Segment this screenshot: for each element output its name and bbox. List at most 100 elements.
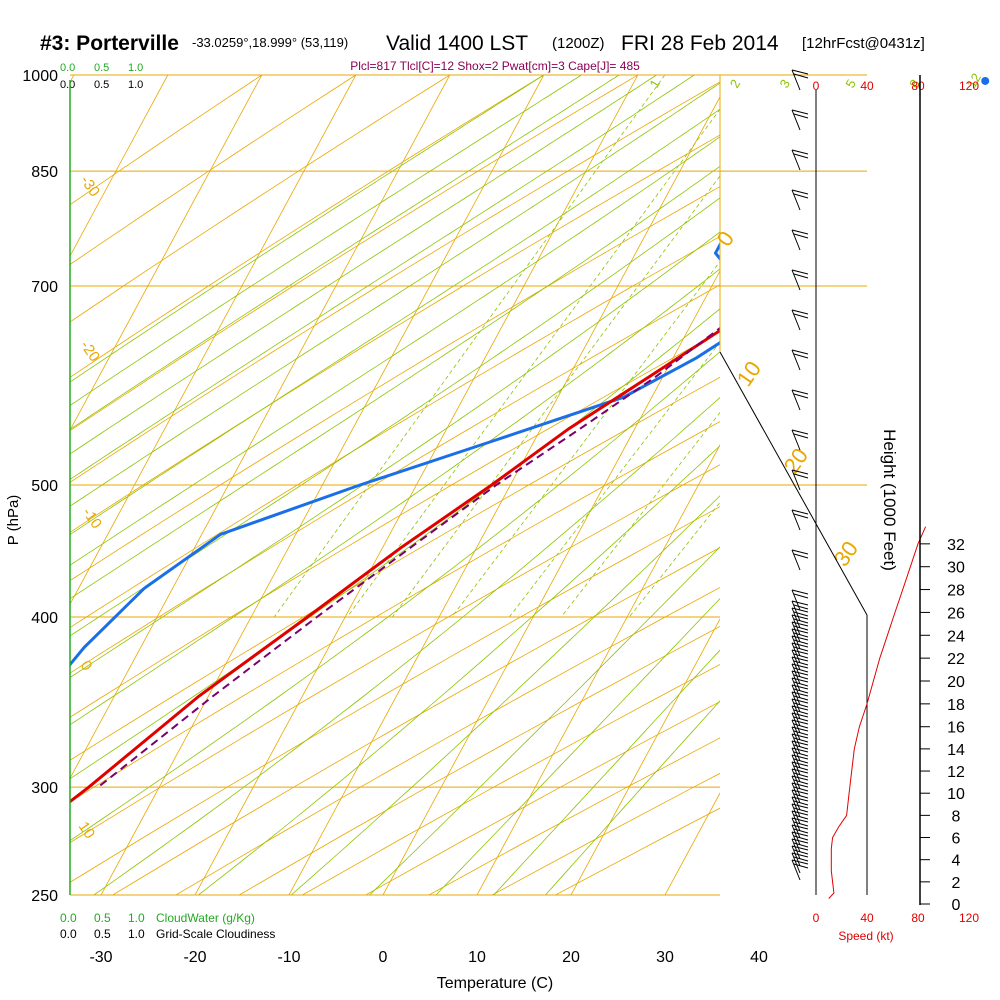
wind-barb: [791, 628, 801, 650]
mixing-ratio-line: [509, 341, 720, 618]
wind-barb-flag: [793, 695, 809, 701]
wind-barb: [791, 642, 801, 664]
wind-barb: [791, 684, 801, 706]
height-tick-label: 16: [947, 720, 965, 737]
wind-barb: [791, 747, 801, 769]
dry-adiabat-label-right: 20: [779, 443, 814, 477]
moist-adiabat: [493, 649, 720, 895]
mixing-ratio-label: 3: [777, 77, 794, 91]
wind-barb: [791, 859, 801, 881]
wind-barb: [791, 831, 801, 853]
parcel-profile: [97, 326, 720, 788]
wind-barb-flag: [793, 786, 809, 792]
wind-barb: [791, 691, 801, 713]
wind-barb: [791, 189, 801, 211]
moist-adiabat: [70, 75, 657, 455]
dry-adiabat-label: -10: [79, 505, 105, 533]
height-tick-label: 20: [947, 674, 965, 691]
cloud-scale-bottom-0: 0.0: [60, 911, 77, 925]
wind-barb: [791, 635, 801, 657]
cloudwater-label: CloudWater (g/Kg): [156, 911, 255, 925]
wind-barb-flag: [793, 849, 809, 855]
wind-barb-flag: [791, 349, 809, 355]
height-tick-label: 18: [947, 697, 965, 714]
speed-top-120: 120: [959, 79, 979, 93]
wind-barb: [791, 663, 801, 685]
wind-barb-flag: [793, 653, 809, 659]
wind-barb-flag: [793, 765, 809, 771]
wind-barb: [791, 712, 801, 734]
dry-adiabat: [175, 587, 720, 895]
height-tick-label: 14: [947, 742, 965, 759]
wind-barbs: [791, 69, 809, 881]
wind-barb: [791, 726, 801, 748]
wind-barb: [791, 775, 801, 797]
cloudiness-scale-top-2: 1.0: [128, 79, 143, 91]
wind-barb: [791, 698, 801, 720]
isotherm: [70, 75, 263, 432]
moist-adiabat: [93, 397, 720, 895]
wind-barb-flag: [791, 509, 809, 515]
speed-top-0: 0: [813, 79, 820, 93]
height-tick-label: 10: [947, 786, 965, 803]
mixing-ratio-label: 5: [842, 77, 859, 91]
temperature-tick: 40: [750, 949, 768, 966]
dry-adiabat: [70, 75, 263, 206]
wind-barb-flag: [791, 589, 809, 595]
cloud-scale-top-1: 0.5: [94, 62, 109, 74]
moist-adiabat: [70, 197, 720, 637]
wind-barb-flag: [793, 688, 809, 694]
dry-adiabat: [70, 75, 545, 378]
temperature-tick: 30: [656, 949, 674, 966]
dry-adiabat-label: -30: [77, 173, 103, 201]
moist-adiabat: [198, 445, 720, 895]
wind-barb-flag: [793, 744, 809, 750]
sounding-profiles: [70, 241, 720, 804]
cloud-scale-top-2: 1.0: [128, 62, 143, 74]
wind-barb-flag: [793, 821, 809, 827]
isotherm: [853, 75, 1000, 895]
wind-barb-flag: [791, 549, 809, 555]
wind-barb-flag: [791, 269, 809, 275]
dry-adiabat: [70, 284, 720, 674]
wind-barb: [791, 309, 801, 331]
moist-adiabat: [435, 598, 720, 895]
wind-barb: [791, 621, 801, 643]
dry-adiabat: [70, 75, 451, 323]
speed-scale-bottom: 0 40 80 120 Speed (kt): [813, 911, 980, 943]
wind-barb-flag: [791, 229, 809, 235]
dry-adiabat: [70, 235, 720, 629]
wind-barb-flag: [793, 737, 809, 743]
wind-barb: [791, 109, 801, 131]
wind-barb-flag: [793, 433, 809, 439]
wind-barb-flag: [791, 389, 809, 395]
wind-barb: [791, 229, 801, 251]
wind-barb-flag: [793, 233, 809, 239]
pressure-tick-400: 400: [31, 610, 58, 627]
mixing-ratio-line: [451, 260, 720, 618]
dry-adiabat: [70, 186, 720, 582]
cloudiness-scale-top-0: 0.0: [60, 79, 75, 91]
mixing-ratio-line: [392, 175, 720, 618]
temperature-tick: -20: [183, 949, 206, 966]
pressure-tick-500: 500: [31, 478, 58, 495]
wind-barb: [791, 607, 801, 629]
mixing-ratio-line: [346, 108, 720, 618]
pressure-axis-title: P (hPa): [5, 495, 22, 546]
forecast-hour: [12hrFcst@0431z]: [802, 35, 925, 52]
wind-barb-flag: [793, 828, 809, 834]
station-title: #3: Porterville: [40, 32, 179, 55]
height-tick-label: 28: [947, 583, 965, 600]
wind-barb-flag: [793, 353, 809, 359]
wind-barb: [791, 656, 801, 678]
dry-adiabat-label: 10: [75, 819, 98, 842]
wind-barb-flag: [793, 273, 809, 279]
speed-top-40: 40: [860, 79, 874, 93]
mixing-ratio-label: 12: [964, 70, 984, 90]
wind-barb-flag: [793, 153, 809, 159]
wind-barb-flag: [793, 856, 809, 862]
wind-barb-flag: [793, 716, 809, 722]
wind-barb-flag: [793, 646, 809, 652]
